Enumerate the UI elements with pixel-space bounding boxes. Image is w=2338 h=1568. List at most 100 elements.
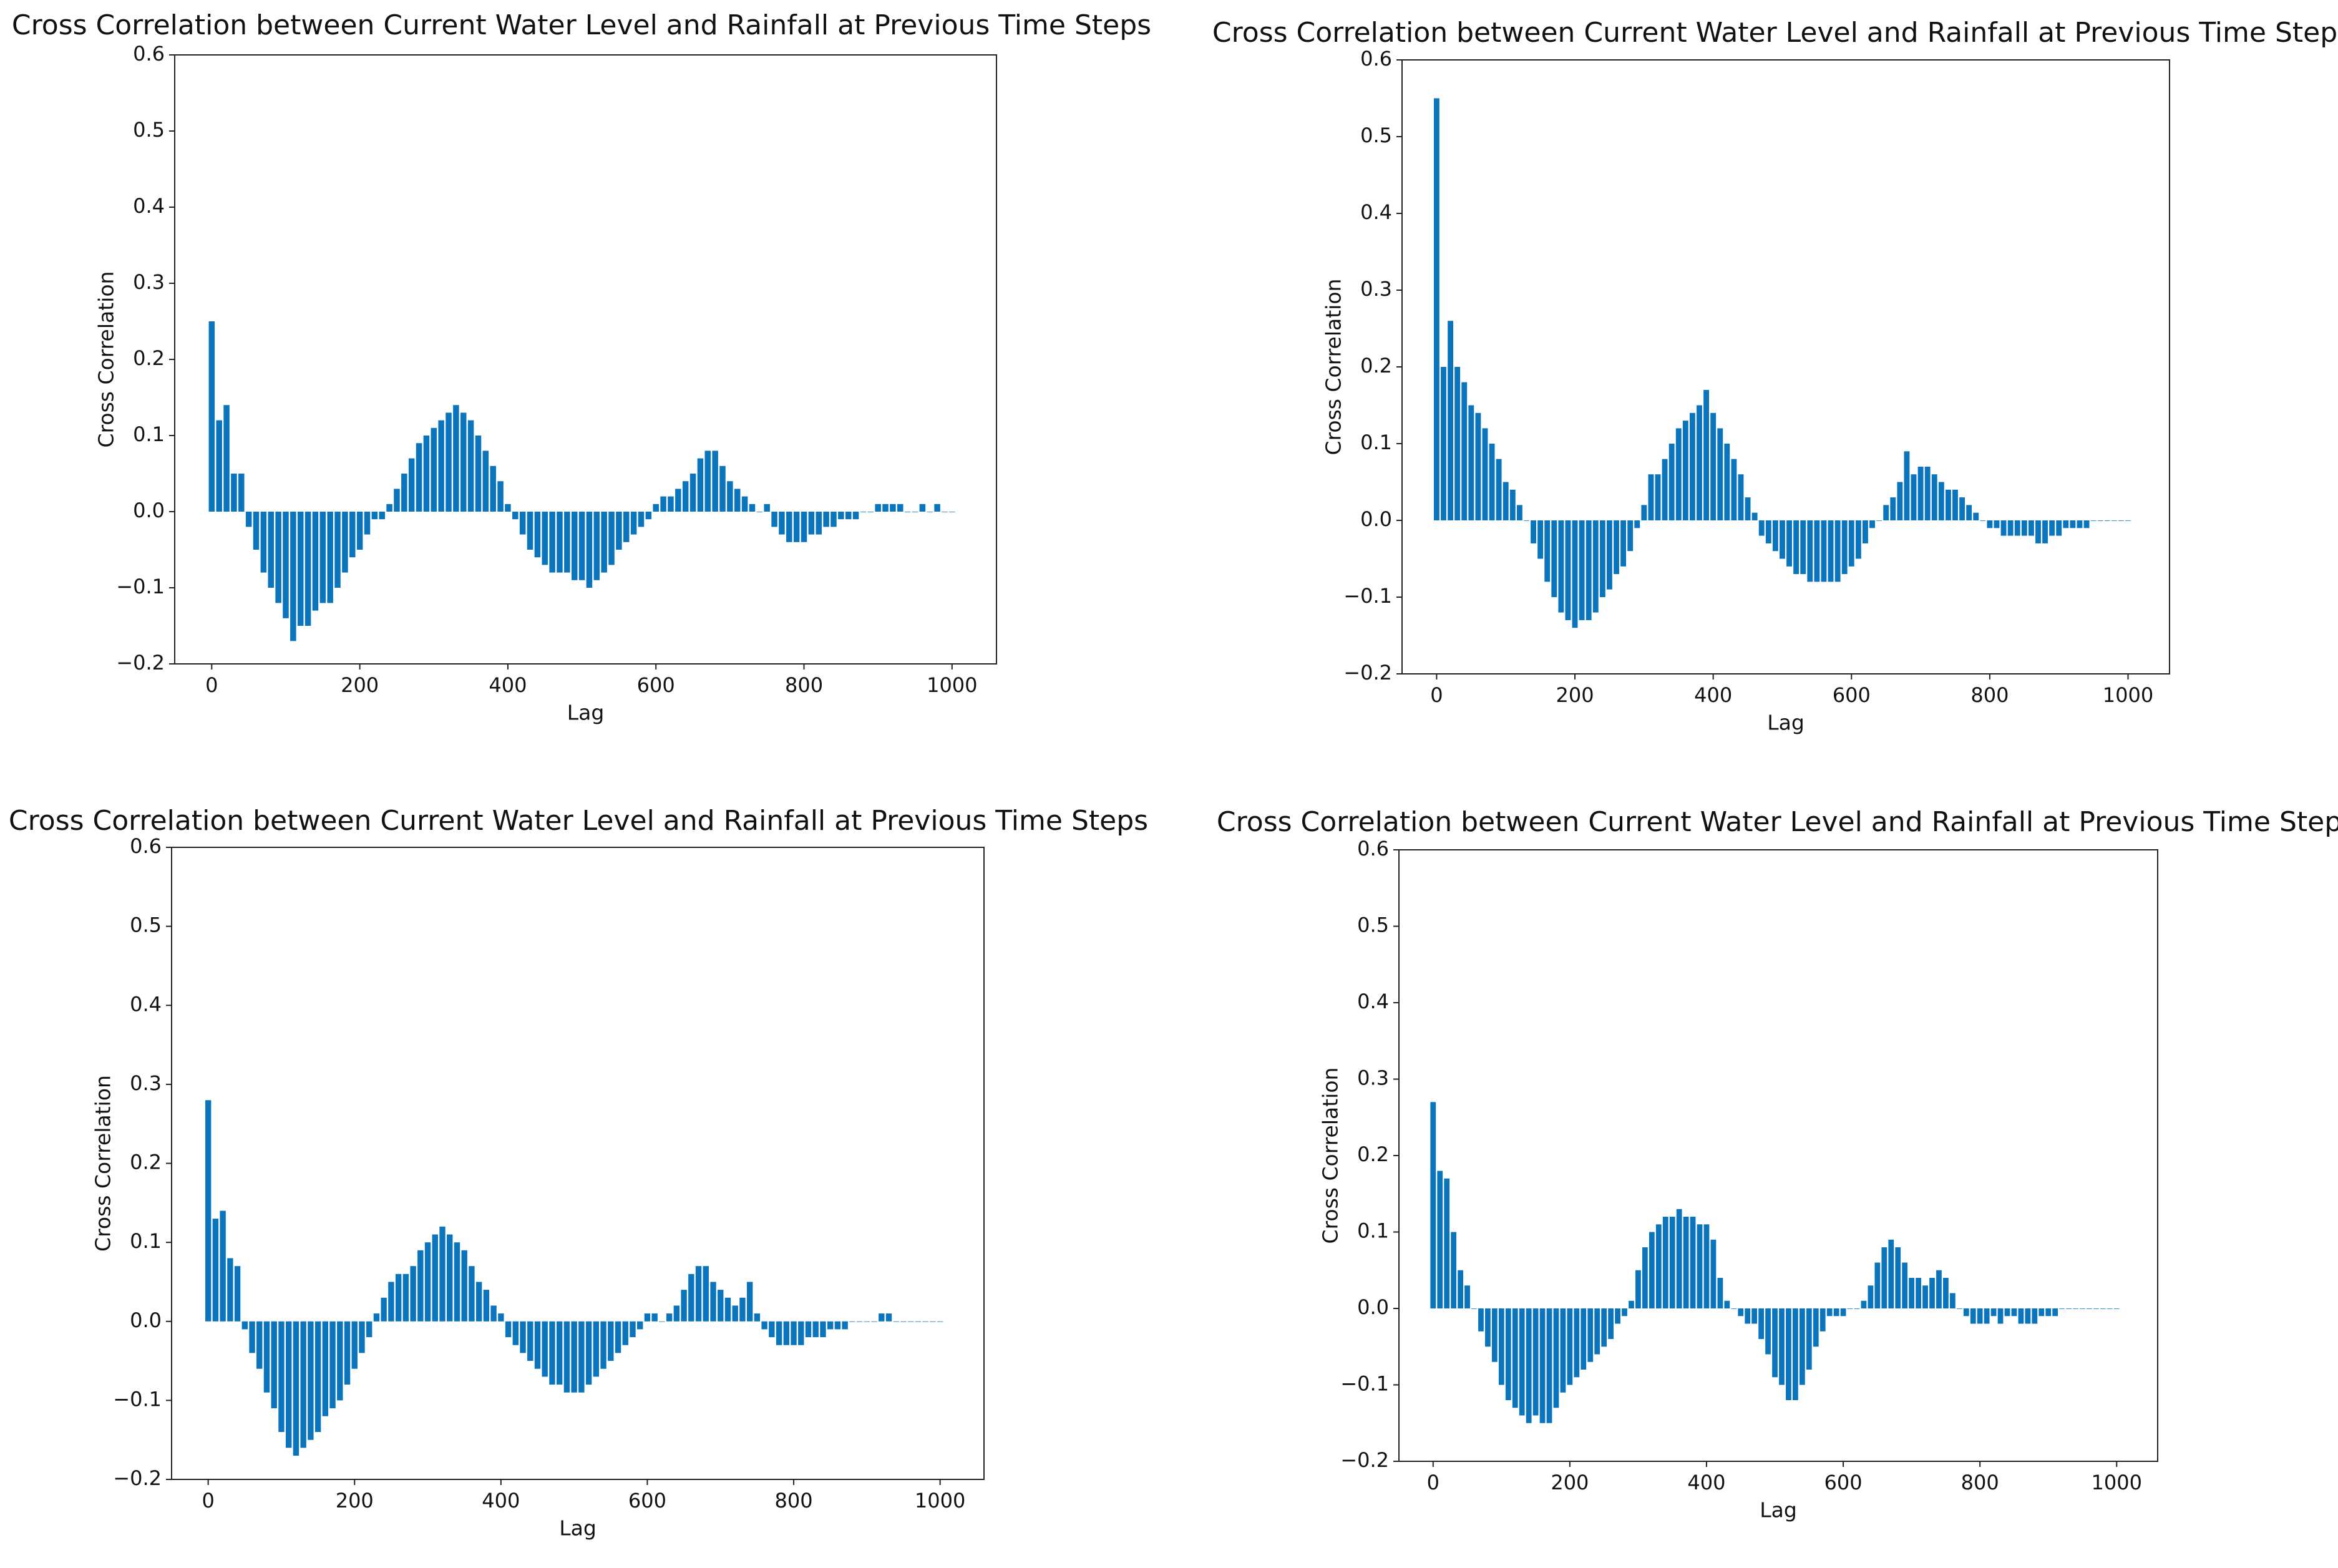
bar bbox=[571, 1321, 577, 1393]
bar bbox=[2038, 1308, 2045, 1317]
y-tick-label: −0.2 bbox=[1340, 1448, 1389, 1472]
bar bbox=[1855, 520, 1861, 559]
bar bbox=[2032, 1308, 2038, 1324]
bar bbox=[1765, 520, 1771, 543]
bar bbox=[1519, 1308, 1525, 1416]
bar bbox=[2042, 520, 2048, 543]
bar bbox=[754, 1313, 761, 1322]
bar bbox=[651, 1313, 658, 1322]
y-tick-label: 0.4 bbox=[1360, 200, 1392, 224]
bar bbox=[608, 512, 615, 565]
bar bbox=[1936, 1270, 1942, 1308]
bar bbox=[373, 1313, 380, 1322]
bar bbox=[1532, 1308, 1539, 1416]
bar bbox=[304, 512, 311, 626]
bar bbox=[497, 481, 504, 512]
bar bbox=[1800, 520, 1806, 575]
bar bbox=[2090, 520, 2097, 521]
bar bbox=[668, 496, 674, 512]
bar bbox=[834, 1321, 841, 1330]
y-tick-label: 0.4 bbox=[1357, 990, 1389, 1013]
bar bbox=[830, 512, 837, 527]
bar bbox=[2113, 1308, 2120, 1309]
bar bbox=[512, 1321, 519, 1345]
bar bbox=[205, 1100, 212, 1322]
x-tick-label: 0 bbox=[202, 1489, 214, 1512]
bar bbox=[2104, 520, 2110, 521]
bar bbox=[660, 496, 666, 512]
bar bbox=[712, 450, 718, 512]
bar bbox=[1641, 505, 1647, 520]
bar bbox=[1662, 459, 1668, 520]
bar bbox=[1608, 1308, 1614, 1339]
bar bbox=[1531, 520, 1536, 543]
bar bbox=[1848, 520, 1854, 567]
bar bbox=[1980, 520, 1986, 521]
bar bbox=[416, 443, 422, 512]
bar bbox=[1814, 520, 1820, 582]
bar bbox=[1997, 1308, 2004, 1324]
bar bbox=[1994, 520, 2000, 528]
bar bbox=[483, 1290, 490, 1322]
bar bbox=[1931, 474, 1937, 520]
bar bbox=[505, 1321, 512, 1338]
bar bbox=[1565, 520, 1571, 620]
bar bbox=[278, 1321, 285, 1433]
bar bbox=[1883, 505, 1889, 520]
bar bbox=[366, 1321, 373, 1338]
bar bbox=[1731, 459, 1737, 520]
bar bbox=[1786, 1308, 1791, 1400]
bar bbox=[675, 489, 681, 512]
y-tick-label: 0.0 bbox=[130, 1308, 162, 1332]
bar bbox=[432, 1234, 438, 1322]
bar bbox=[1724, 1300, 1730, 1308]
bar bbox=[1444, 1178, 1450, 1308]
bar bbox=[688, 1273, 694, 1322]
bar bbox=[783, 1321, 789, 1345]
y-tick-label: 0.0 bbox=[1357, 1295, 1389, 1319]
x-tick-label: 800 bbox=[1970, 683, 2009, 707]
bar bbox=[1683, 1217, 1689, 1308]
bar bbox=[241, 1321, 248, 1330]
bar bbox=[1703, 389, 1709, 520]
bar bbox=[1464, 1285, 1470, 1308]
bar bbox=[1779, 1308, 1785, 1385]
bar bbox=[388, 1282, 394, 1322]
y-tick-label: 0.1 bbox=[133, 422, 165, 446]
bar bbox=[349, 512, 356, 558]
bar bbox=[549, 1321, 555, 1385]
bar bbox=[460, 412, 467, 512]
bar bbox=[638, 512, 645, 527]
bar bbox=[746, 1282, 753, 1322]
bar bbox=[1592, 520, 1599, 613]
bar bbox=[798, 1321, 804, 1345]
bar bbox=[1560, 1308, 1566, 1393]
bar bbox=[512, 512, 519, 520]
bar bbox=[1703, 1224, 1710, 1308]
bar bbox=[1833, 1308, 1839, 1317]
bar bbox=[845, 512, 852, 520]
bar bbox=[231, 474, 237, 512]
y-tick-label: 0.2 bbox=[130, 1151, 162, 1174]
bar bbox=[681, 1290, 687, 1322]
bar bbox=[682, 481, 689, 512]
bar bbox=[371, 512, 378, 520]
y-tick-label: −0.1 bbox=[1340, 1372, 1389, 1396]
bar bbox=[1963, 1308, 1969, 1317]
bar bbox=[312, 512, 319, 611]
bar bbox=[438, 420, 444, 512]
bar bbox=[1509, 489, 1516, 520]
bar bbox=[1807, 520, 1813, 582]
bar bbox=[1854, 1308, 1860, 1309]
bar bbox=[227, 1258, 233, 1322]
bar bbox=[2045, 1308, 2052, 1317]
bar bbox=[2007, 520, 2014, 536]
y-tick-label: 0.6 bbox=[1360, 47, 1392, 71]
x-tick-label: 200 bbox=[341, 673, 379, 697]
bar bbox=[542, 512, 548, 565]
bar bbox=[2080, 1308, 2085, 1309]
y-tick-label: −0.2 bbox=[113, 1466, 162, 1490]
bar bbox=[1454, 367, 1461, 520]
y-tick-label: 0.3 bbox=[130, 1071, 162, 1095]
bar bbox=[519, 512, 526, 535]
